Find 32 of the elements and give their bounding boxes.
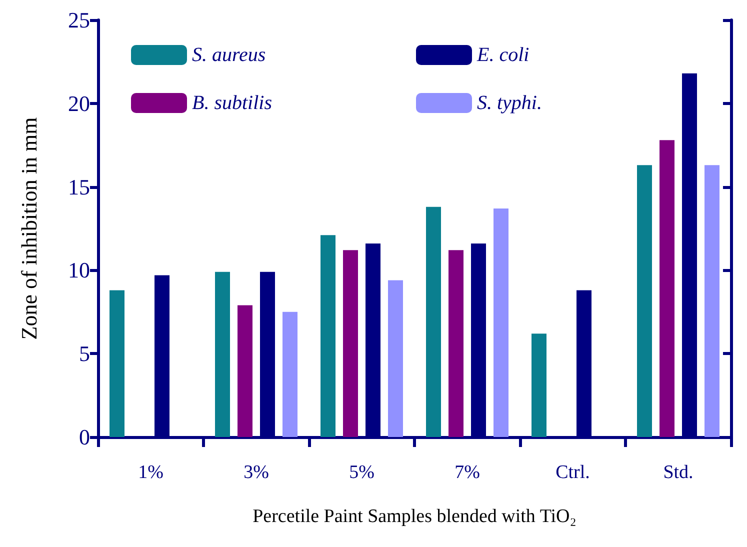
bar	[704, 165, 720, 437]
legend-label: S. aureus	[192, 44, 266, 66]
x-tick-label: 3%	[244, 462, 270, 483]
x-axis-title: Percetile Paint Samples blended with TiO₂	[252, 506, 576, 527]
y-tick-label: 20	[68, 90, 90, 116]
y-axis-title: Zone of inhibition in mm	[16, 117, 42, 340]
legend-label: E. coli	[476, 44, 530, 66]
y-tick-label: 10	[68, 258, 90, 283]
bar	[637, 165, 652, 437]
x-tick-label: 7%	[454, 462, 480, 483]
bar	[215, 272, 230, 437]
y-tick-label: 5	[79, 341, 90, 366]
bar	[494, 208, 508, 437]
bar	[448, 250, 464, 437]
bar	[110, 290, 124, 437]
bar	[343, 250, 358, 437]
bar	[426, 206, 441, 437]
bar	[532, 334, 546, 437]
y-tick-label: 0	[79, 424, 90, 450]
bar	[320, 235, 336, 437]
x-tick-label: Ctrl.	[556, 462, 590, 483]
y-tick-label: 25	[68, 8, 90, 32]
x-tick-label: 1%	[138, 462, 164, 483]
x-tick-label: 5%	[349, 462, 375, 483]
bar	[388, 280, 403, 437]
legend-label: B. subtilis	[192, 92, 272, 114]
bar	[282, 312, 298, 437]
bar	[238, 305, 252, 437]
y-tick-label: 15	[68, 174, 90, 200]
bar	[660, 140, 674, 437]
legend-label: S. typhi.	[477, 92, 542, 114]
x-tick-label: Std.	[663, 462, 694, 483]
